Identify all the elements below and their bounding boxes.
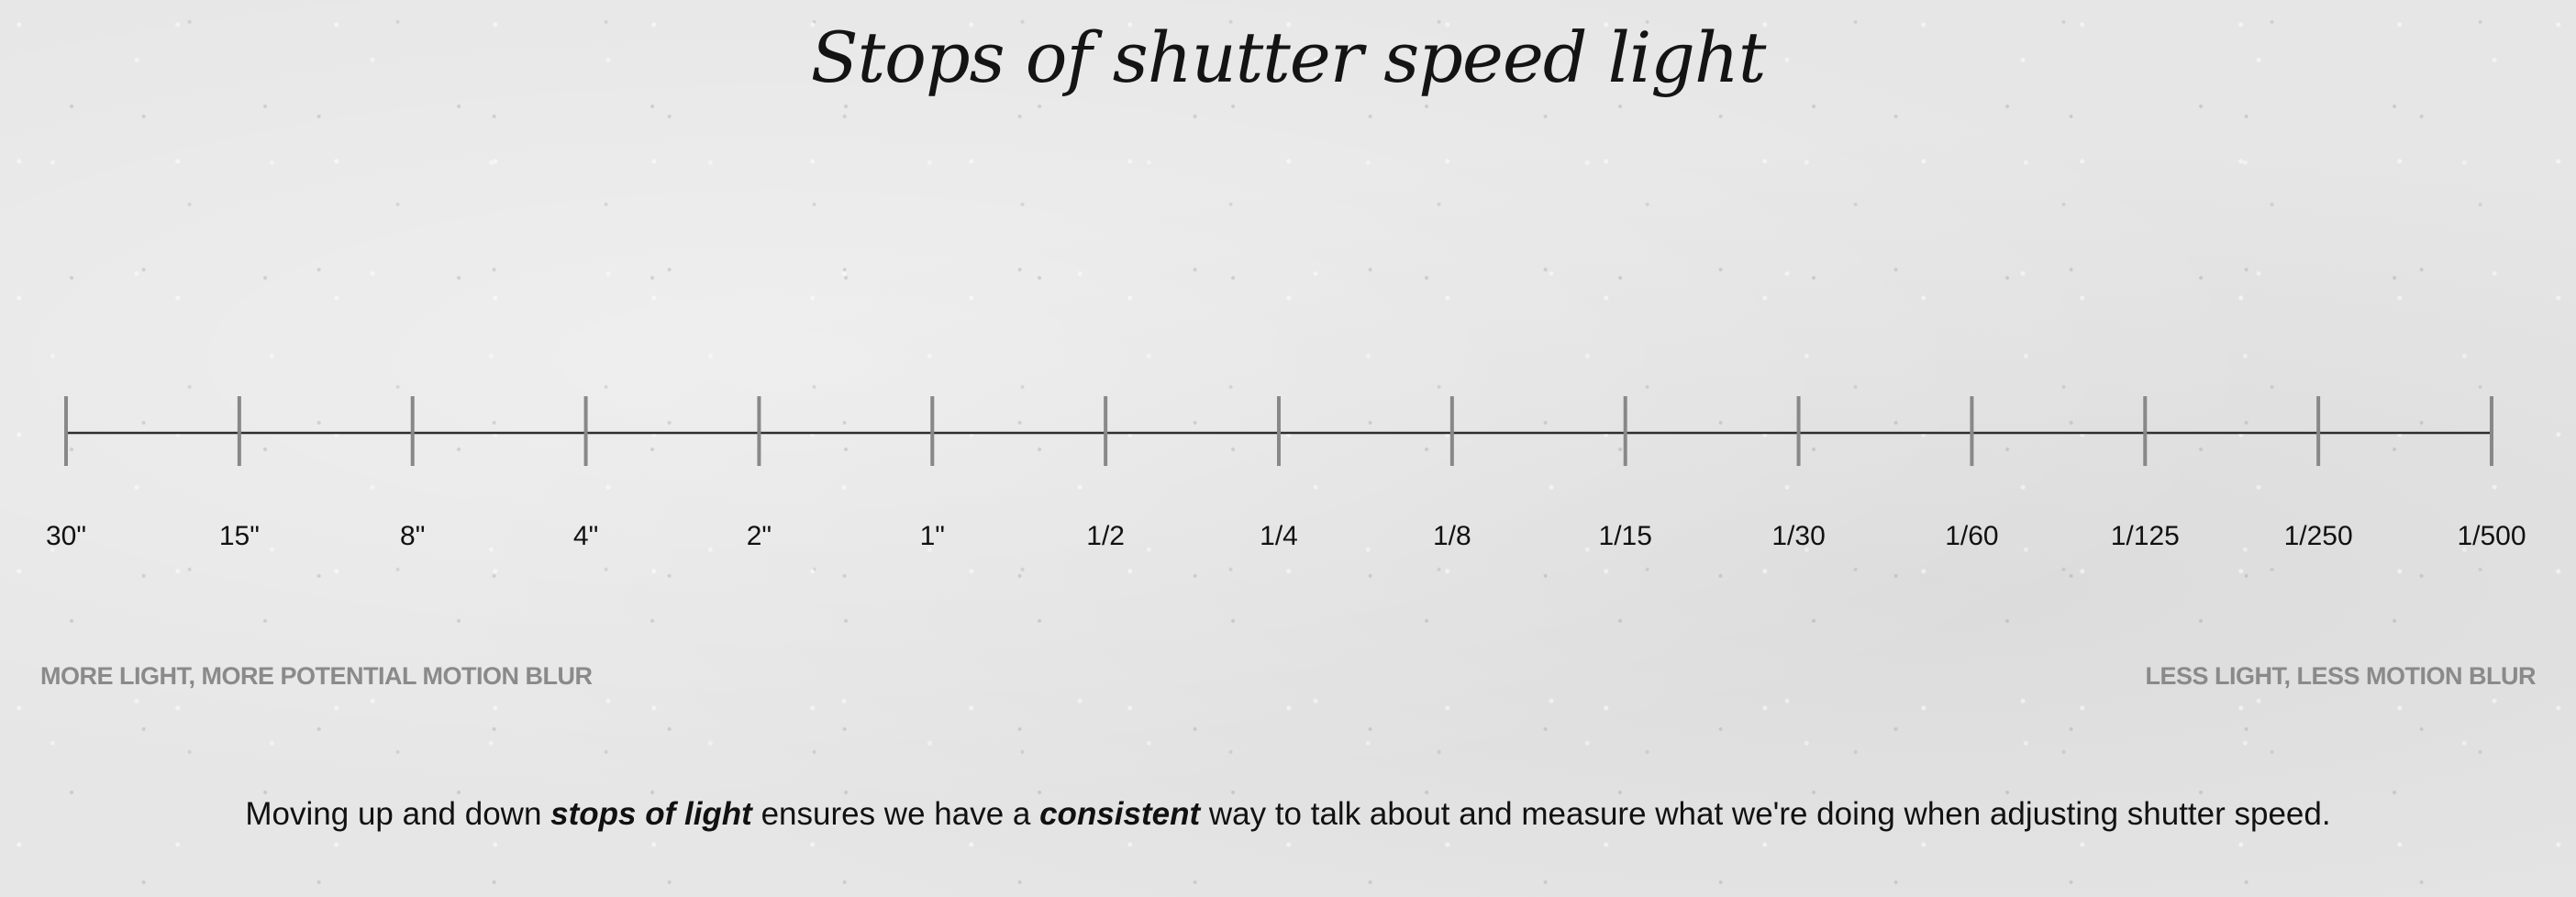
stop-label: 1/2 <box>1086 521 1125 551</box>
stop-label: 1/60 <box>1945 521 1998 551</box>
stop-label: 8" <box>400 521 425 551</box>
stop-label: 30" <box>46 521 86 551</box>
stop-label: 1/500 <box>2457 521 2526 551</box>
caption-text-2: ensures we have a <box>751 796 1040 832</box>
stop-label: 1/125 <box>2111 521 2180 551</box>
stop-label: 2" <box>747 521 772 551</box>
page-title: Stops of shutter speed light <box>810 17 1767 98</box>
caption-emphasis-consistent: consistent <box>1039 796 1201 832</box>
stop-label: 1" <box>920 521 945 551</box>
caption-emphasis-stops: stops of light <box>550 796 752 832</box>
stop-label: 1/30 <box>1771 521 1825 551</box>
stop-label: 1/8 <box>1433 521 1471 551</box>
more-light-note: MORE LIGHT, MORE POTENTIAL MOTION BLUR <box>40 662 593 690</box>
caption-text-1: Moving up and down <box>245 796 551 832</box>
less-light-note: LESS LIGHT, LESS MOTION BLUR <box>2145 662 2536 690</box>
stop-label: 15" <box>219 521 260 551</box>
stop-label: 1/4 <box>1260 521 1298 551</box>
caption-text-3: way to talk about and measure what we're… <box>1200 796 2331 832</box>
stop-label: 4" <box>573 521 598 551</box>
stop-label: 1/250 <box>2284 521 2353 551</box>
caption: Moving up and down stops of light ensure… <box>0 796 2576 833</box>
stop-label: 1/15 <box>1599 521 1652 551</box>
